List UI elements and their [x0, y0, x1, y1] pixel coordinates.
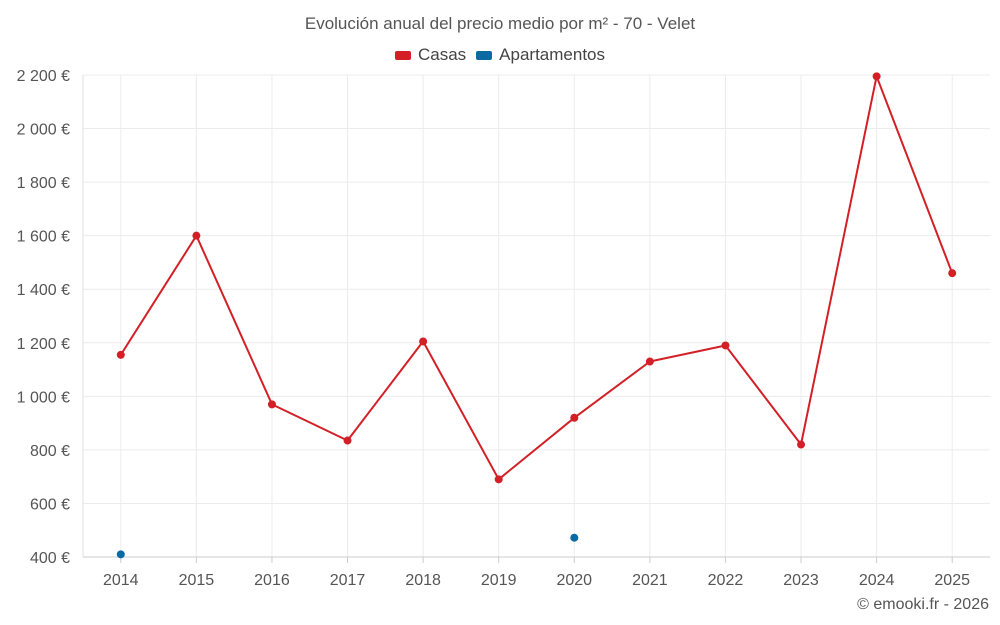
y-tick-label: 1 400 € [17, 282, 70, 299]
data-point-casas[interactable] [116, 350, 125, 359]
x-tick-label: 2020 [556, 572, 592, 589]
data-point-casas[interactable] [419, 337, 428, 346]
series-line-casas [119, 75, 954, 481]
data-point-casas[interactable] [267, 400, 276, 409]
y-tick-label: 2 000 € [17, 122, 70, 139]
x-tick-label: 2018 [405, 572, 441, 589]
legend-label-casas: Casas [417, 45, 467, 64]
x-tick-label: 2014 [103, 572, 139, 589]
data-point-casas[interactable] [494, 475, 503, 484]
legend-swatch-apartamentos [476, 50, 493, 60]
y-tick-label: 2 200 € [17, 68, 70, 85]
y-tick-label: 1 200 € [17, 336, 70, 353]
data-point-casas[interactable] [948, 269, 957, 278]
data-point-apartamentos[interactable] [570, 533, 579, 542]
legend-label-apartamentos: Apartamentos [499, 45, 606, 64]
data-point-casas[interactable] [570, 413, 579, 422]
y-tick-label: 800 € [30, 443, 70, 460]
data-point-casas[interactable] [192, 231, 201, 240]
x-tick-label: 2024 [859, 572, 895, 589]
y-tick-label: 600 € [30, 496, 70, 513]
x-tick-label: 2025 [934, 572, 970, 589]
x-tick-label: 2016 [254, 572, 290, 589]
legend-item-casas[interactable]: Casas [394, 45, 467, 65]
data-point-casas[interactable] [645, 357, 654, 366]
x-tick-label: 2022 [708, 572, 744, 589]
data-point-apartamentos[interactable] [116, 550, 125, 559]
legend-item-apartamentos[interactable]: Apartamentos [476, 45, 605, 65]
legend: Casas Apartamentos [0, 45, 1000, 65]
y-tick-label: 1 600 € [17, 229, 70, 246]
x-tick-label: 2023 [783, 572, 819, 589]
data-point-casas[interactable] [872, 72, 881, 81]
x-tick-label: 2021 [632, 572, 668, 589]
data-point-casas[interactable] [721, 341, 730, 350]
y-tick-label: 1 000 € [17, 389, 70, 406]
chart-title: Evolución anual del precio medio por m² … [304, 14, 696, 33]
data-point-casas[interactable] [797, 440, 806, 449]
x-tick-label: 2017 [330, 572, 366, 589]
y-tick-label: 400 € [30, 550, 70, 567]
data-point-casas[interactable] [343, 436, 352, 445]
x-tick-label: 2015 [179, 572, 215, 589]
y-tick-label: 1 800 € [17, 175, 70, 192]
x-tick-label: 2019 [481, 572, 517, 589]
copyright-credit: © emooki.fr - 2026 [857, 596, 989, 613]
legend-swatch-casas [394, 50, 411, 60]
